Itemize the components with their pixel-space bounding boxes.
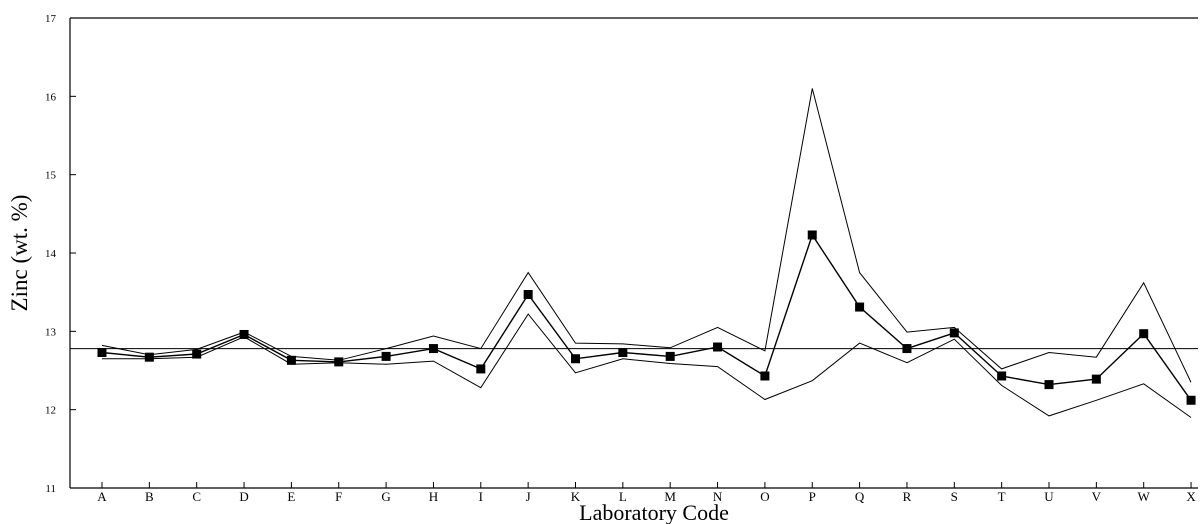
x-tick-label-w: W [1138, 489, 1151, 504]
x-tick-label-v: V [1092, 489, 1102, 504]
x-tick-label-j: J [526, 489, 531, 504]
axes [69, 17, 1198, 489]
y-tick-label: 11 [45, 483, 56, 495]
data-point-c [192, 349, 202, 359]
y-tick-label: 15 [45, 170, 57, 182]
x-tick-label-c: C [192, 489, 201, 504]
x-tick-label-f: F [335, 489, 342, 504]
data-point-w [1139, 329, 1149, 339]
data-point-s [949, 328, 959, 338]
x-tick-label-p: P [809, 489, 816, 504]
data-point-l [618, 347, 628, 357]
x-tick-label-a: A [97, 489, 107, 504]
x-tick-label-r: R [903, 489, 912, 504]
y-axis-title: Zinc (wt. %) [7, 195, 32, 312]
x-tick-label-o: O [760, 489, 769, 504]
data-point-o [760, 371, 770, 381]
data-point-k [571, 354, 580, 364]
y-tick-label: 13 [45, 326, 57, 338]
series-group [97, 88, 1196, 418]
data-point-x [1186, 395, 1196, 405]
data-point-q [855, 302, 865, 312]
x-tick-label-x: X [1186, 489, 1196, 504]
y-tick-label: 14 [45, 248, 57, 260]
data-point-a [97, 347, 107, 357]
x-tick-label-n: N [713, 489, 723, 504]
data-point-f [334, 357, 344, 367]
data-point-r [902, 344, 912, 354]
data-point-g [381, 351, 391, 361]
y-tick-label: 17 [45, 13, 57, 25]
x-ticks: A B C D E F G H I J K L M N O P Q R S T U V W X [97, 482, 1196, 504]
y-tick-label: 12 [45, 405, 56, 417]
series-line-upper [101, 88, 1192, 383]
data-point-d [239, 329, 249, 339]
x-tick-label-l: L [619, 489, 627, 504]
data-point-h [428, 344, 438, 354]
x-tick-label-s: S [951, 489, 958, 504]
data-point-t [997, 371, 1007, 381]
x-tick-label-t: T [998, 489, 1006, 504]
data-point-i [476, 364, 486, 374]
x-tick-label-m: M [664, 489, 676, 504]
data-point-j [523, 290, 533, 300]
data-point-e [286, 355, 296, 365]
x-tick-label-k: K [571, 489, 581, 504]
data-point-v [1091, 374, 1101, 384]
x-tick-label-u: U [1044, 489, 1054, 504]
data-point-u [1044, 380, 1054, 390]
x-tick-label-q: Q [855, 489, 865, 504]
y-ticks: 11 12 13 14 15 16 17 [45, 13, 76, 495]
x-tick-label-i: I [479, 489, 483, 504]
data-point-m [665, 351, 675, 361]
data-point-b [144, 352, 154, 362]
y-tick-label: 16 [45, 91, 57, 103]
series-line-mean [101, 233, 1192, 401]
x-axis-title: Laboratory Code [579, 500, 729, 524]
data-point-p [807, 230, 817, 240]
x-tick-label-e: E [287, 489, 295, 504]
series-line-lower [102, 313, 1192, 418]
x-tick-label-d: D [239, 489, 248, 504]
x-tick-label-b: B [145, 489, 154, 504]
x-tick-label-g: G [381, 489, 390, 504]
x-tick-label-h: H [429, 489, 438, 504]
data-point-n [713, 342, 723, 352]
